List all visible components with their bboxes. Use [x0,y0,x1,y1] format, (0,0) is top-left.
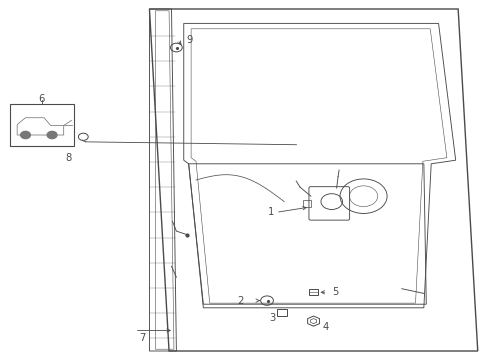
Bar [10,104,74,146]
Text: 2: 2 [238,296,244,306]
Text: 9: 9 [186,35,193,45]
Text: 5: 5 [332,287,339,297]
Bar [277,309,287,316]
Text: 1: 1 [268,207,274,217]
Circle shape [47,131,57,139]
Text: 7: 7 [139,333,146,343]
Text: 3: 3 [269,312,275,323]
Bar [309,289,318,295]
Bar [303,200,311,207]
Circle shape [21,131,30,139]
Text: 4: 4 [323,322,329,332]
Text: 6: 6 [38,94,45,104]
Text: 8: 8 [66,153,72,163]
